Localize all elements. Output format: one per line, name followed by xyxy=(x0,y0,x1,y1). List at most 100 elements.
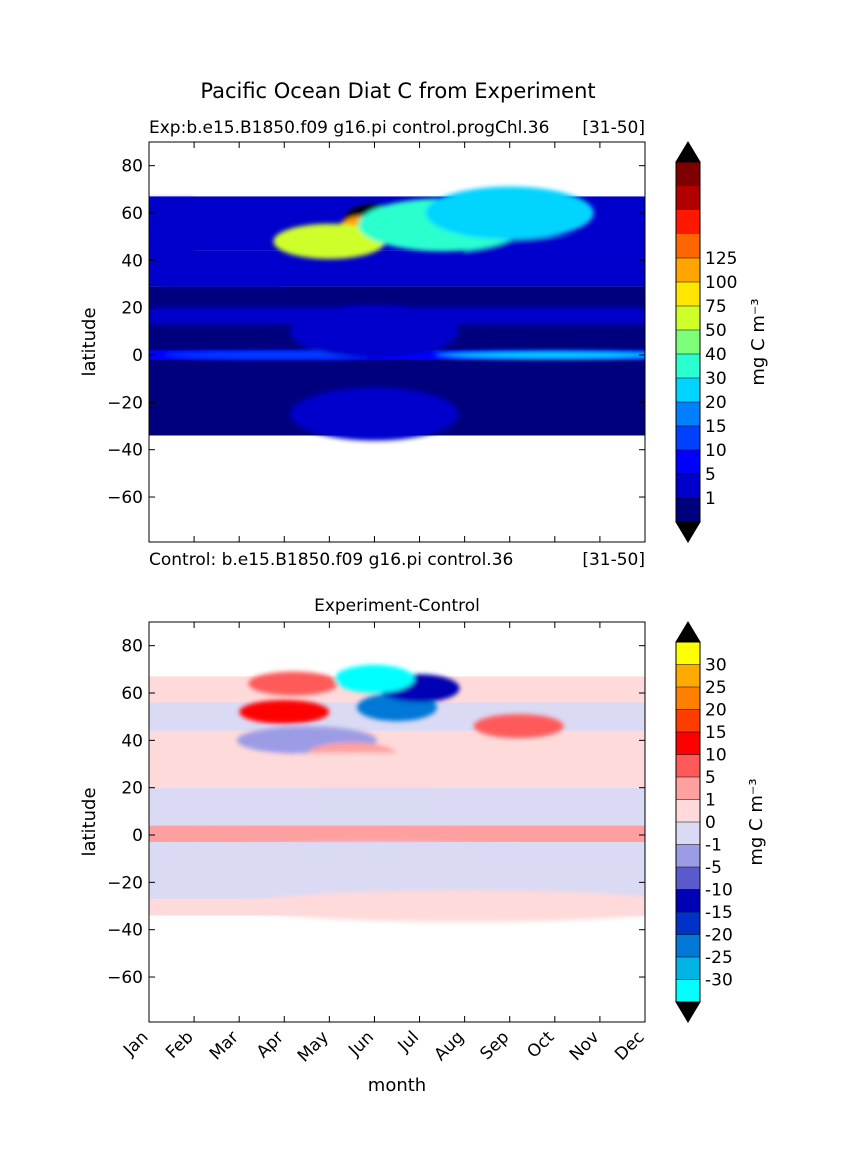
bottom-panel: Experiment-Control 80 60 40 20 0 −20 −40 −60 Ja… xyxy=(79,596,767,1096)
colorbar-tick-label: 30 xyxy=(705,656,727,676)
colorbar-tick-label: 10 xyxy=(705,441,727,461)
top-x-ticks xyxy=(148,142,646,542)
colorbar-tick-label: -30 xyxy=(705,971,733,991)
colorbar-extend-low xyxy=(675,1001,701,1023)
y-tick-label: −60 xyxy=(107,968,143,988)
data-feature xyxy=(149,830,530,841)
colorbar-segment xyxy=(676,732,700,755)
data-feature xyxy=(290,304,459,358)
y-tick-label: 80 xyxy=(121,637,143,657)
colorbar-segment xyxy=(676,934,700,958)
colorbar-tick-label: 0 xyxy=(705,813,716,833)
data-feature xyxy=(334,664,415,693)
x-tick-label: Dec xyxy=(611,1027,648,1064)
figure-title: Pacific Ocean Diat C from Experiment xyxy=(200,79,595,103)
colorbar-segment xyxy=(676,282,700,307)
top-contour-blobs xyxy=(149,186,645,441)
bottom-y-axis-label: latitude xyxy=(79,787,100,856)
y-tick-label: −60 xyxy=(107,488,143,508)
colorbar-segment xyxy=(676,378,700,403)
x-tick-label: Oct xyxy=(523,1027,558,1062)
colorbar-tick-label: 1 xyxy=(705,791,716,811)
top-colorbar-label: mg C m⁻³ xyxy=(748,298,769,385)
bottom-title: Experiment-Control xyxy=(314,596,480,616)
bottom-contour-blobs xyxy=(149,664,645,923)
colorbar-segment xyxy=(676,354,700,379)
colorbar-segment xyxy=(676,450,700,475)
bottom-colorbar-label: mg C m⁻³ xyxy=(746,778,767,865)
colorbar-segment xyxy=(676,912,700,935)
colorbar-tick-label: 125 xyxy=(705,249,737,269)
colorbar-segment xyxy=(676,234,700,259)
colorbar-segment xyxy=(676,957,700,980)
contour-region xyxy=(149,198,195,261)
colorbar-segment xyxy=(676,498,700,523)
colorbar-tick-label: 25 xyxy=(705,678,727,698)
bottom-plot-frame xyxy=(148,621,646,1023)
colorbar-extend-low xyxy=(675,521,701,543)
colorbar-segment xyxy=(676,426,700,451)
colorbar-tick-label: 1 xyxy=(705,489,716,509)
data-feature xyxy=(473,714,564,739)
colorbar-segment xyxy=(676,330,700,355)
colorbar-tick-label: 50 xyxy=(705,321,727,341)
data-feature xyxy=(290,387,459,441)
colorbar-segment xyxy=(676,979,700,1003)
colorbar-segment xyxy=(676,402,700,427)
y-tick-label: −40 xyxy=(107,441,143,461)
data-feature xyxy=(154,752,595,785)
x-tick-label: Jun xyxy=(344,1027,378,1061)
colorbar-segment xyxy=(676,210,700,235)
colorbar-tick-label: 75 xyxy=(705,297,727,317)
y-tick-label: 60 xyxy=(121,684,143,704)
colorbar-tick-label: -20 xyxy=(705,926,733,946)
colorbar-tick-label: 20 xyxy=(705,701,727,721)
data-feature xyxy=(434,351,645,360)
top-y-axis: 80 60 40 20 0 −20 −40 −60 xyxy=(107,157,645,508)
contour-region xyxy=(162,276,285,287)
x-tick-label: Feb xyxy=(162,1027,197,1062)
y-tick-label: 0 xyxy=(132,826,143,846)
colorbar-extend-high xyxy=(675,141,701,163)
colorbar-tick-label: 100 xyxy=(705,273,737,293)
colorbar-segment xyxy=(676,709,700,733)
colorbar-tick-label: 15 xyxy=(705,723,727,743)
x-tick-label: Jul xyxy=(394,1027,423,1056)
y-tick-label: 20 xyxy=(121,779,143,799)
colorbar-segment xyxy=(676,642,700,665)
top-panel: Exp:b.e15.B1850.f09 g16.pi control.progC… xyxy=(79,118,769,570)
top-title-left: Exp:b.e15.B1850.f09 g16.pi control.progC… xyxy=(149,118,549,138)
contour-region xyxy=(464,236,645,261)
control-label-right: [31-50] xyxy=(582,550,645,570)
colorbar-extend-high xyxy=(675,621,701,643)
colorbar-tick-label: 30 xyxy=(705,369,727,389)
y-tick-label: 40 xyxy=(121,731,143,751)
colorbar-segment xyxy=(676,664,700,688)
colorbar-frame xyxy=(675,161,701,523)
colorbar-segment xyxy=(676,162,700,187)
colorbar-segment xyxy=(676,186,700,211)
colorbar-segment xyxy=(676,822,700,845)
control-label-left: Control: b.e15.B1850.f09 g16.pi control.… xyxy=(149,550,513,570)
data-feature xyxy=(425,186,594,240)
colorbar-tick-label: 10 xyxy=(705,746,727,766)
colorbar-segment xyxy=(676,687,700,710)
bottom-field xyxy=(149,622,645,1022)
colorbar-segment xyxy=(676,474,700,499)
y-tick-label: 40 xyxy=(121,251,143,271)
y-tick-label: −20 xyxy=(107,393,143,413)
y-tick-label: 0 xyxy=(132,346,143,366)
y-tick-label: 20 xyxy=(121,299,143,319)
lat-band xyxy=(149,787,645,826)
y-tick-label: −20 xyxy=(107,873,143,893)
colorbar-segment xyxy=(676,777,700,800)
x-tick-label: Aug xyxy=(431,1027,469,1065)
colorbar-segment xyxy=(676,844,700,868)
top-title-right: [31-50] xyxy=(582,118,645,138)
colorbar-tick-label: -1 xyxy=(705,836,722,856)
top-field xyxy=(149,142,645,542)
x-tick-label: Jan xyxy=(119,1027,152,1060)
colorbar-tick-label: 15 xyxy=(705,417,727,437)
